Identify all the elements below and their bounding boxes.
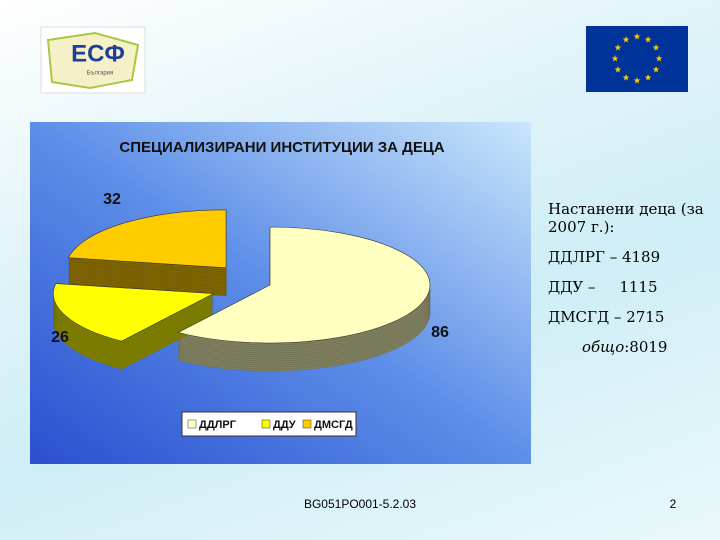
logo-map — [46, 31, 140, 90]
eu-star: ★ — [622, 34, 630, 44]
eu-star: ★ — [652, 64, 660, 74]
chart-title: СПЕЦИАЛИЗИРАНИ ИНСТИТУЦИИ ЗА ДЕЦА — [119, 139, 444, 156]
eu-star: ★ — [633, 75, 641, 85]
eu-star: ★ — [614, 42, 622, 52]
eu-stars: ★★★★★★★★★ ★ ★★ — [611, 31, 663, 85]
total-label: общо — [582, 338, 625, 356]
data-label: 26 — [51, 329, 69, 346]
eu-flag — [586, 26, 688, 92]
data-label: 32 — [103, 191, 121, 208]
legend-label: ДДУ — [273, 419, 296, 431]
footer-code: BG051PO001-5.2.03 — [304, 497, 416, 511]
eu-star: ★ — [644, 34, 652, 44]
logo-text: ЕСФ — [71, 40, 125, 67]
notes: Настанени деца (за 2007 г.): ДДЛРГ – 418… — [548, 200, 718, 368]
legend-label: ДМСГД — [314, 419, 353, 431]
eu-star: ★ — [611, 53, 619, 63]
total-value: :8019 — [624, 338, 668, 356]
eu-star: ★ — [622, 72, 630, 82]
data-label: 86 — [431, 324, 449, 341]
page-number: 2 — [670, 497, 677, 511]
legend-swatch — [187, 419, 197, 429]
pie: 86 26 32 — [51, 191, 449, 372]
legend-swatch — [302, 419, 312, 429]
notes-total: общо:8019 — [548, 338, 718, 356]
notes-item: ДДЛРГ – 4189 — [548, 248, 661, 266]
notes-item: ДДУ – 1115 — [548, 278, 658, 296]
slice — [177, 226, 431, 344]
logo-country: България — [87, 71, 114, 77]
eu-star: ★ — [655, 53, 663, 63]
legend-label: ДДЛРГ — [199, 419, 237, 431]
legend-swatch — [261, 419, 271, 429]
slice — [68, 209, 227, 269]
eu-star: ★ — [644, 72, 652, 82]
notes-item: ДМСГД – 2715 — [548, 308, 665, 326]
eu-star: ★ — [614, 64, 622, 74]
slice — [53, 283, 215, 342]
legend-items: ДДЛРГ ДДУ ДМСГД — [187, 419, 353, 431]
notes-heading: Настанени деца (за 2007 г.): — [548, 200, 704, 236]
eu-star: ★ — [633, 31, 641, 41]
eu-star: ★ — [652, 42, 660, 52]
